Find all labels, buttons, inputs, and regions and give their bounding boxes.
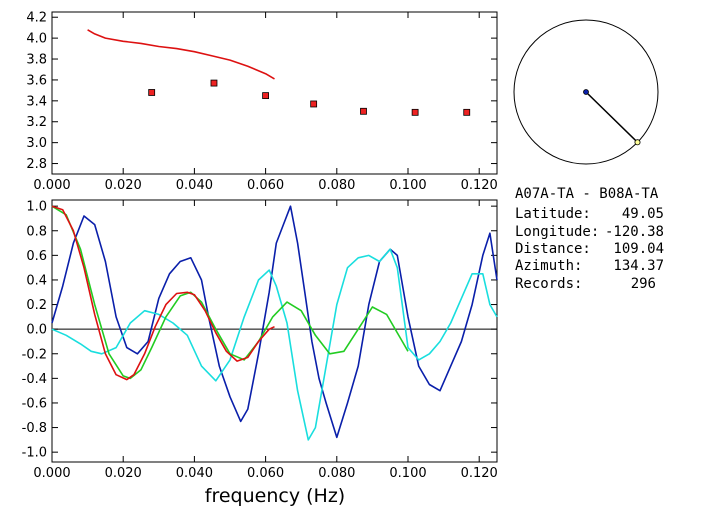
correlation-y-tick-label: 1.0 [26, 200, 47, 215]
correlation-x-tick-label: 0.060 [247, 466, 284, 481]
velocity-panel-frame [51, 11, 498, 175]
velocity-point [148, 89, 156, 96]
velocity-y-tick-label: 4.0 [26, 32, 47, 47]
correlation-x-tick-label: 0.080 [318, 466, 355, 481]
velocity-x-tick-label: 0.060 [247, 178, 284, 193]
velocity-x-tick-label: 0.080 [318, 178, 355, 193]
correlation-y-tick-label: 0.8 [26, 224, 47, 239]
azimuth-circle [513, 19, 659, 165]
correlation-x-tick-label: 0.120 [461, 466, 498, 481]
info-value-distance: 109.04 [613, 241, 664, 257]
velocity-point [411, 108, 419, 116]
velocity-x-tick-label: 0.020 [105, 178, 142, 193]
velocity-points [148, 79, 471, 116]
correlation-panel: 0.000 0.020 0.040 0.060 0.080 0.100 0.120 -1.0 -… [22, 199, 498, 507]
velocity-point [262, 92, 270, 100]
velocity-point [463, 108, 471, 116]
correlation-y-tick-label: -1.0 [22, 446, 47, 461]
correlation-y-tick-label: 0.6 [26, 249, 47, 264]
velocity-ticks: 0.000 0.020 0.040 0.060 0.080 0.100 0.120 2.8 3.… [26, 11, 497, 193]
correlation-x-tick-label: 0.020 [105, 466, 142, 481]
velocity-y-tick-label: 3.6 [26, 73, 47, 88]
station-pair: A07A-TA - B08A-TA [515, 186, 659, 202]
info-label-records: Records: [515, 276, 582, 292]
info-value-latitude: 49.05 [622, 206, 664, 222]
velocity-y-tick-label: 3.2 [26, 115, 47, 130]
correlation-series-blue [51, 205, 498, 439]
velocity-y-tick-label: 2.8 [26, 157, 47, 172]
velocity-y-tick-label: 4.2 [26, 11, 47, 26]
correlation-y-tick-label: -0.4 [22, 372, 47, 387]
info-value-longitude: -120.38 [605, 224, 664, 240]
velocity-x-tick-label: 0.100 [389, 178, 426, 193]
velocity-point [310, 100, 318, 108]
info-label-longitude: Longitude: [515, 224, 599, 240]
correlation-x-tick-label: 0.100 [389, 466, 426, 481]
azimuth-diagram [513, 19, 659, 165]
velocity-curve-line [87, 29, 275, 80]
correlation-series-green [51, 205, 409, 380]
info-value-records: 296 [631, 276, 656, 292]
velocity-curve [87, 29, 275, 80]
correlation-panel-frame [51, 199, 498, 463]
velocity-y-tick-label: 3.8 [26, 53, 47, 68]
remote-station-marker [634, 139, 641, 146]
correlation-y-tick-label: 0.4 [26, 273, 47, 288]
correlation-x-tick-label: 0.000 [33, 466, 70, 481]
info-label-azimuth: Azimuth: [515, 258, 582, 274]
correlation-series-cyan [51, 248, 498, 441]
center-station-marker [583, 89, 589, 95]
correlation-y-tick-label: 0.2 [26, 298, 47, 313]
velocity-x-tick-label: 0.000 [33, 178, 70, 193]
info-label-distance: Distance: [515, 241, 591, 257]
correlation-y-tick-label: -0.6 [22, 396, 47, 411]
velocity-y-tick-label: 3.4 [26, 94, 47, 109]
velocity-panel: 0.000 0.020 0.040 0.060 0.080 0.100 0.120 2.8 3.… [26, 11, 497, 193]
correlation-y-tick-label: 0.0 [26, 323, 47, 338]
correlation-series-red [51, 205, 275, 381]
x-axis-title: frequency (Hz) [205, 485, 345, 507]
velocity-y-tick-label: 3.0 [26, 136, 47, 151]
info-label-latitude: Latitude: [515, 206, 591, 222]
correlation-ticks: 0.000 0.020 0.040 0.060 0.080 0.100 0.120 -1.0 -… [22, 200, 498, 481]
station-info: A07A-TA - B08A-TA Latitude: 49.05 Longit… [515, 186, 664, 292]
velocity-point [360, 107, 367, 115]
velocity-point [210, 79, 218, 87]
correlation-x-tick-label: 0.040 [176, 466, 213, 481]
correlation-series [51, 205, 498, 441]
velocity-x-tick-label: 0.120 [461, 178, 498, 193]
azimuth-line [585, 91, 639, 143]
correlation-y-tick-label: -0.8 [22, 421, 47, 436]
info-value-azimuth: 134.37 [613, 258, 664, 274]
velocity-x-tick-label: 0.040 [176, 178, 213, 193]
correlation-y-tick-label: -0.2 [22, 347, 47, 362]
